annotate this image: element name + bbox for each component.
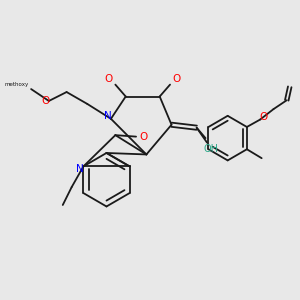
- Text: OH: OH: [204, 143, 219, 154]
- Text: O: O: [259, 112, 267, 122]
- Text: O: O: [41, 96, 50, 106]
- Text: O: O: [172, 74, 181, 84]
- Text: O: O: [105, 74, 113, 84]
- Text: O: O: [139, 132, 148, 142]
- Text: N: N: [103, 111, 111, 122]
- Text: N: N: [76, 164, 84, 174]
- Text: methoxy: methoxy: [4, 82, 28, 87]
